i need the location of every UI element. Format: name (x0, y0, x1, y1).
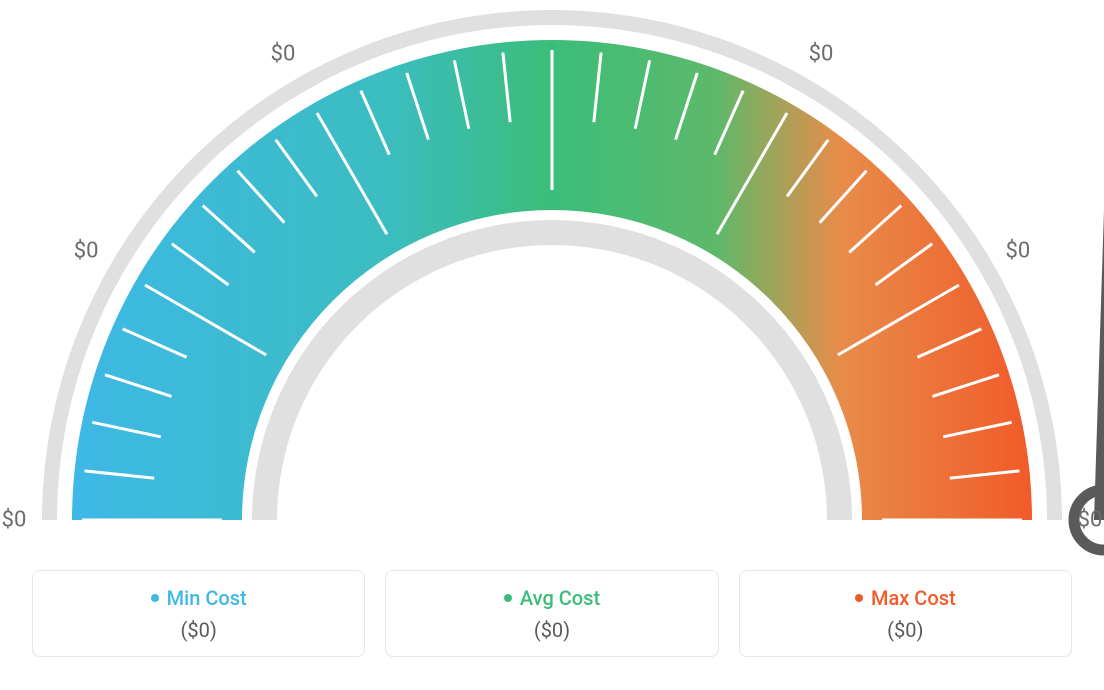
legend-dot-avg (504, 594, 512, 602)
cost-gauge: $0$0$0$0$0$0$0 (0, 0, 1104, 560)
gauge-svg (0, 0, 1104, 560)
legend-label-max: Max Cost (871, 588, 956, 608)
legend-value-max: ($0) (752, 618, 1059, 642)
scale-label: $0 (1078, 508, 1103, 533)
legend-dot-max (855, 594, 863, 602)
legend-dot-min (151, 594, 159, 602)
legend-value-avg: ($0) (398, 618, 705, 642)
legend-card-min: Min Cost ($0) (32, 570, 365, 657)
scale-label: $0 (74, 239, 99, 264)
scale-label: $0 (809, 42, 834, 67)
scale-label: $0 (271, 42, 296, 67)
legend-card-avg: Avg Cost ($0) (385, 570, 718, 657)
legend-value-min: ($0) (45, 618, 352, 642)
scale-label: $0 (1006, 239, 1031, 264)
scale-label: $0 (2, 508, 27, 533)
legend-label-avg: Avg Cost (520, 588, 600, 608)
legend-label-min: Min Cost (167, 588, 247, 608)
legend-row: Min Cost ($0) Avg Cost ($0) Max Cost ($0… (32, 570, 1072, 657)
legend-card-max: Max Cost ($0) (739, 570, 1072, 657)
